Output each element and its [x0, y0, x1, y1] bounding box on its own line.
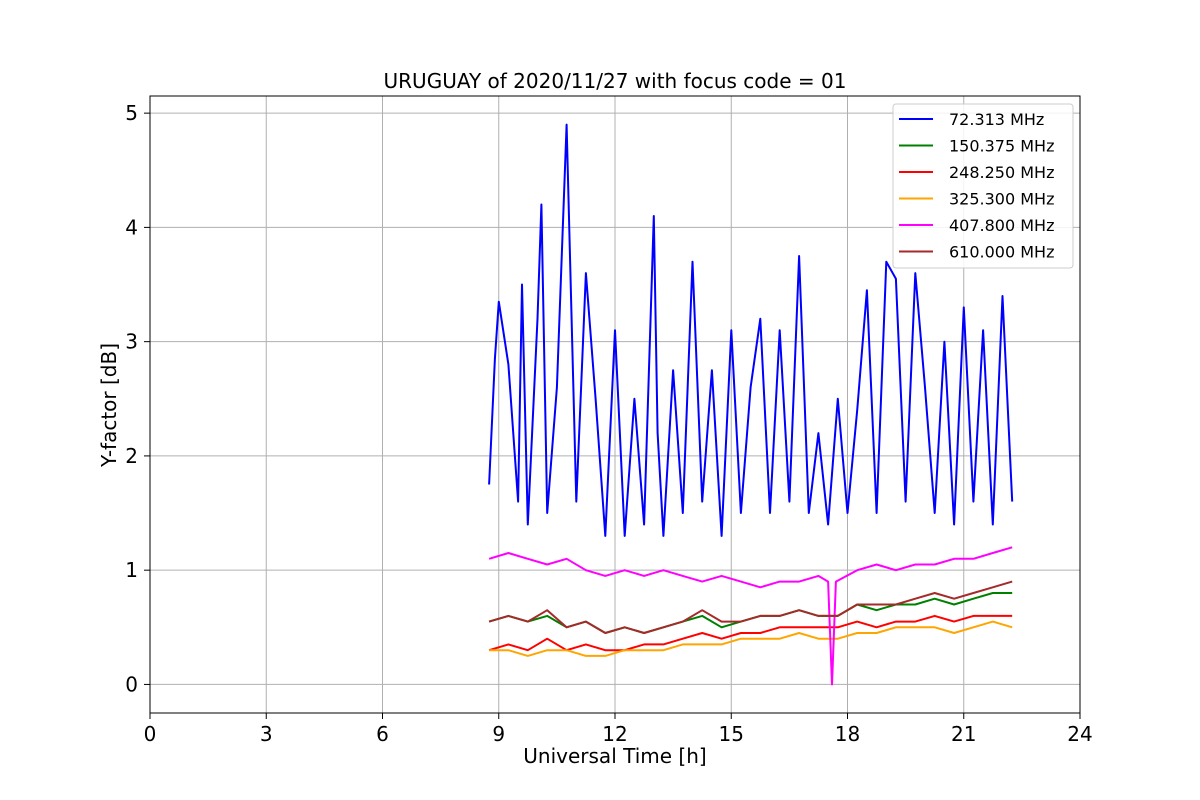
y-axis-ticks: 0 1 2 3 4 5 [125, 101, 150, 696]
y-tick-label-5: 5 [125, 101, 138, 125]
legend-box [892, 103, 1074, 269]
legend-label-3: 325.300 MHz [949, 190, 1054, 209]
series-line-3 [489, 620, 1013, 657]
chart-title: URUGUAY of 2020/11/27 with focus code = … [384, 69, 847, 93]
series-line-0 [488, 123, 1014, 537]
x-tick-label-0: 0 [144, 722, 157, 746]
y-tick-label-0: 0 [125, 672, 138, 696]
legend-label-5: 610.000 MHz [949, 243, 1054, 262]
legend-label-0: 72.313 MHz [949, 110, 1044, 129]
y-tick-label-4: 4 [125, 215, 138, 239]
y-axis-label: Y-factor [dB] [97, 343, 121, 468]
x-tick-label-8: 24 [1067, 722, 1092, 746]
series-line-2 [488, 614, 1013, 652]
x-tick-label-5: 15 [719, 722, 744, 746]
x-axis-ticks: 0 3 6 9 12 15 18 21 24 [144, 713, 1093, 746]
x-tick-label-2: 6 [376, 722, 389, 746]
x-axis-label: Universal Time [h] [523, 744, 706, 768]
y-tick-label-2: 2 [125, 444, 138, 468]
legend: 72.313 MHz 150.375 MHz 248.250 MHz 325.300 … [892, 103, 1074, 269]
legend-label-1: 150.375 MHz [949, 137, 1054, 156]
x-tick-label-3: 9 [492, 722, 505, 746]
series-layer [488, 123, 1014, 686]
y-tick-label-3: 3 [125, 330, 138, 354]
series-line-5 [488, 580, 1013, 634]
x-tick-label-1: 3 [260, 722, 273, 746]
legend-label-4: 407.800 MHz [949, 216, 1054, 235]
legend-label-2: 248.250 MHz [949, 163, 1054, 182]
series-line-4 [488, 546, 1013, 686]
x-tick-label-4: 12 [602, 722, 627, 746]
x-tick-label-6: 18 [835, 722, 860, 746]
x-tick-label-7: 21 [951, 722, 976, 746]
y-tick-label-1: 1 [125, 558, 138, 582]
